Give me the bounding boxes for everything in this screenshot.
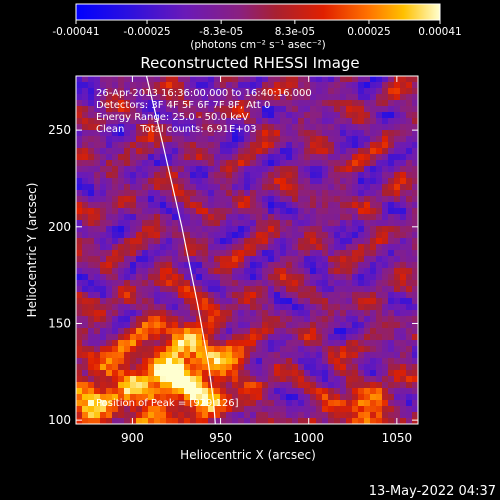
colorbar xyxy=(75,3,441,21)
x-tick-label: 1050 xyxy=(382,431,413,445)
annotation-total-counts: Clean Total counts: 6.91E+03 xyxy=(96,124,256,135)
colorbar-tick-label: 0.00041 xyxy=(418,26,461,38)
timestamp-footer: 13-May-2022 04:37 xyxy=(369,484,496,499)
y-tick-label: 100 xyxy=(48,413,71,427)
axis-ticks: 900 950 1000 1050 100 150 200 250 xyxy=(48,76,418,445)
y-tick-label: 200 xyxy=(48,220,71,234)
annotation-time-range: 26-Apr-2013 16:36:00.000 to 16:40:16.000 xyxy=(96,88,312,99)
x-tick-label: 1000 xyxy=(293,431,324,445)
plot-frame xyxy=(75,75,419,425)
heatmap-cells xyxy=(76,76,418,424)
y-tick-label: 250 xyxy=(48,123,71,137)
colorbar-tick-label: -0.00041 xyxy=(52,26,99,38)
annotation-block: 26-Apr-2013 16:36:00.000 to 16:40:16.000… xyxy=(96,88,312,135)
x-tick-label: 900 xyxy=(121,431,144,445)
colorbar-tick-label: -8.3e-05 xyxy=(199,26,243,38)
annotation-energy-range: Energy Range: 25.0 - 50.0 keV xyxy=(96,112,249,123)
colorbar-tick-label: -0.00025 xyxy=(123,26,170,38)
x-tick-label: 950 xyxy=(209,431,232,445)
colorbar-units-label: (photons cm⁻² s⁻¹ asec⁻²) xyxy=(190,39,325,51)
solar-limb-curve xyxy=(145,76,216,424)
colorbar-tick-label: 0.00025 xyxy=(347,26,390,38)
annotation-detectors: Detectors: 3F 4F 5F 6F 7F 8F, Att 0 xyxy=(96,100,270,111)
colorbar-tick-label: 8.3e-05 xyxy=(275,26,315,38)
y-tick-label: 150 xyxy=(48,316,71,330)
x-axis-label: Heliocentric X (arcsec) xyxy=(180,448,316,462)
colorbar-ticks: -0.00041 -0.00025 -8.3e-05 8.3e-05 0.00025 0.… xyxy=(52,20,462,38)
chart-title: Reconstructed RHESSI Image xyxy=(140,54,359,72)
peak-position-label: Position of Peak = [929,126] xyxy=(96,398,239,409)
y-axis-label: Heliocentric Y (arcsec) xyxy=(25,183,39,318)
